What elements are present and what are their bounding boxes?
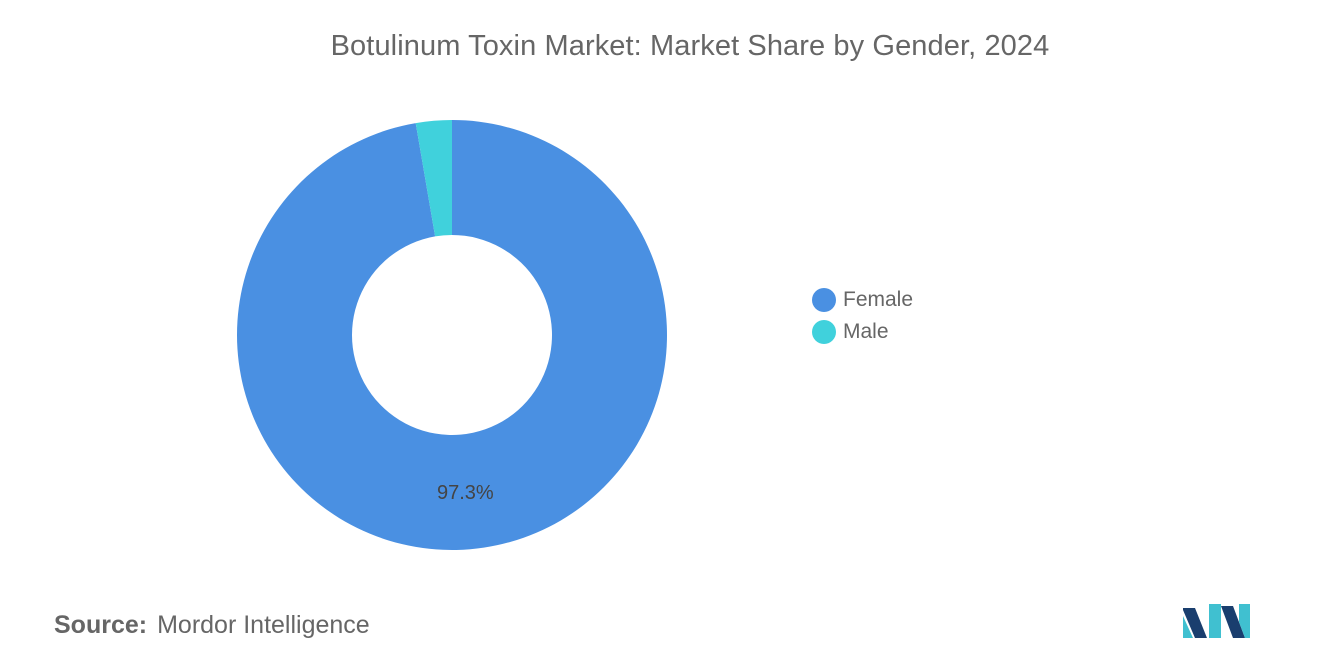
donut-slice-labels: 97.3% <box>437 482 494 504</box>
legend-swatch-female <box>812 288 836 312</box>
mordor-intelligence-logo <box>1183 604 1250 638</box>
legend-item-male[interactable]: Male <box>812 316 913 348</box>
legend-item-female[interactable]: Female <box>812 284 913 316</box>
donut-slice-female[interactable] <box>236 120 667 550</box>
donut-slices <box>236 120 667 550</box>
legend-label-male: Male <box>843 320 889 343</box>
chart-title: Botulinum Toxin Market: Market Share by … <box>330 30 1050 62</box>
source-note: Source: Mordor Intelligence <box>54 611 370 640</box>
donut-slice-male[interactable] <box>415 120 452 237</box>
data-label-female: 97.3% <box>437 482 494 504</box>
legend-swatch-male <box>812 320 836 344</box>
legend-label-female: Female <box>843 288 914 311</box>
source-prefix: Source: <box>54 611 148 639</box>
source-name: Mordor Intelligence <box>157 611 370 639</box>
legend: Female Male <box>812 284 913 348</box>
